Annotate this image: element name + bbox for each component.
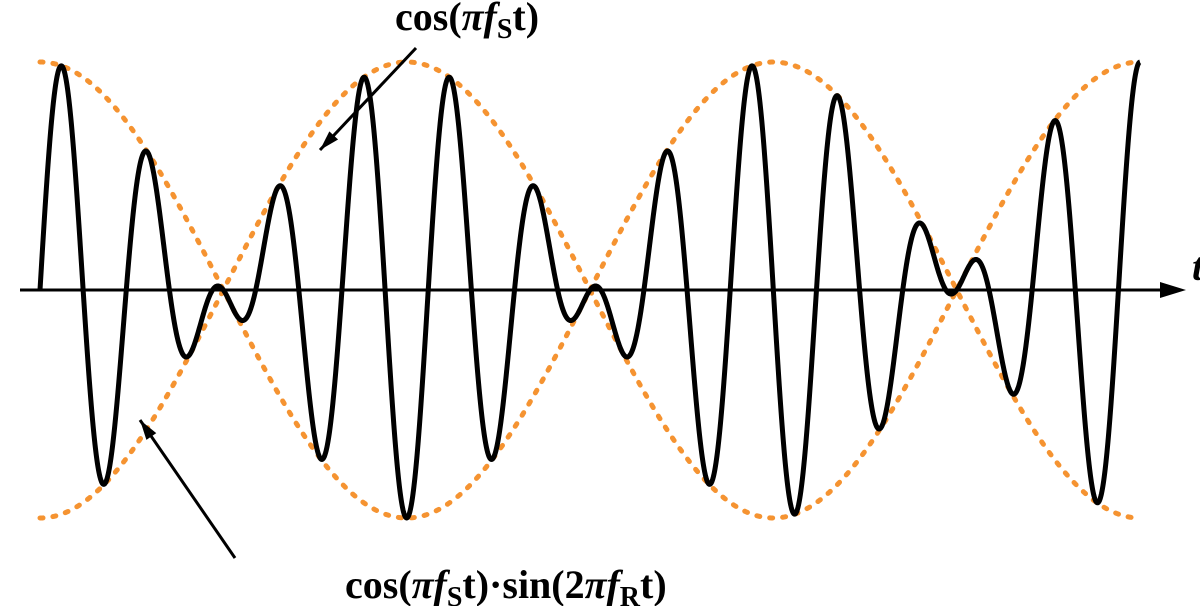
beat-diagram: t cos(πfSt) cos(πfSt)·sin(2πfRt) [0,0,1200,606]
background [0,0,1200,606]
formula-envelope: cos(πfSt) [395,0,539,45]
formula-signal: cos(πfSt)·sin(2πfRt) [345,562,667,606]
t-axis-label: t [1192,244,1200,289]
